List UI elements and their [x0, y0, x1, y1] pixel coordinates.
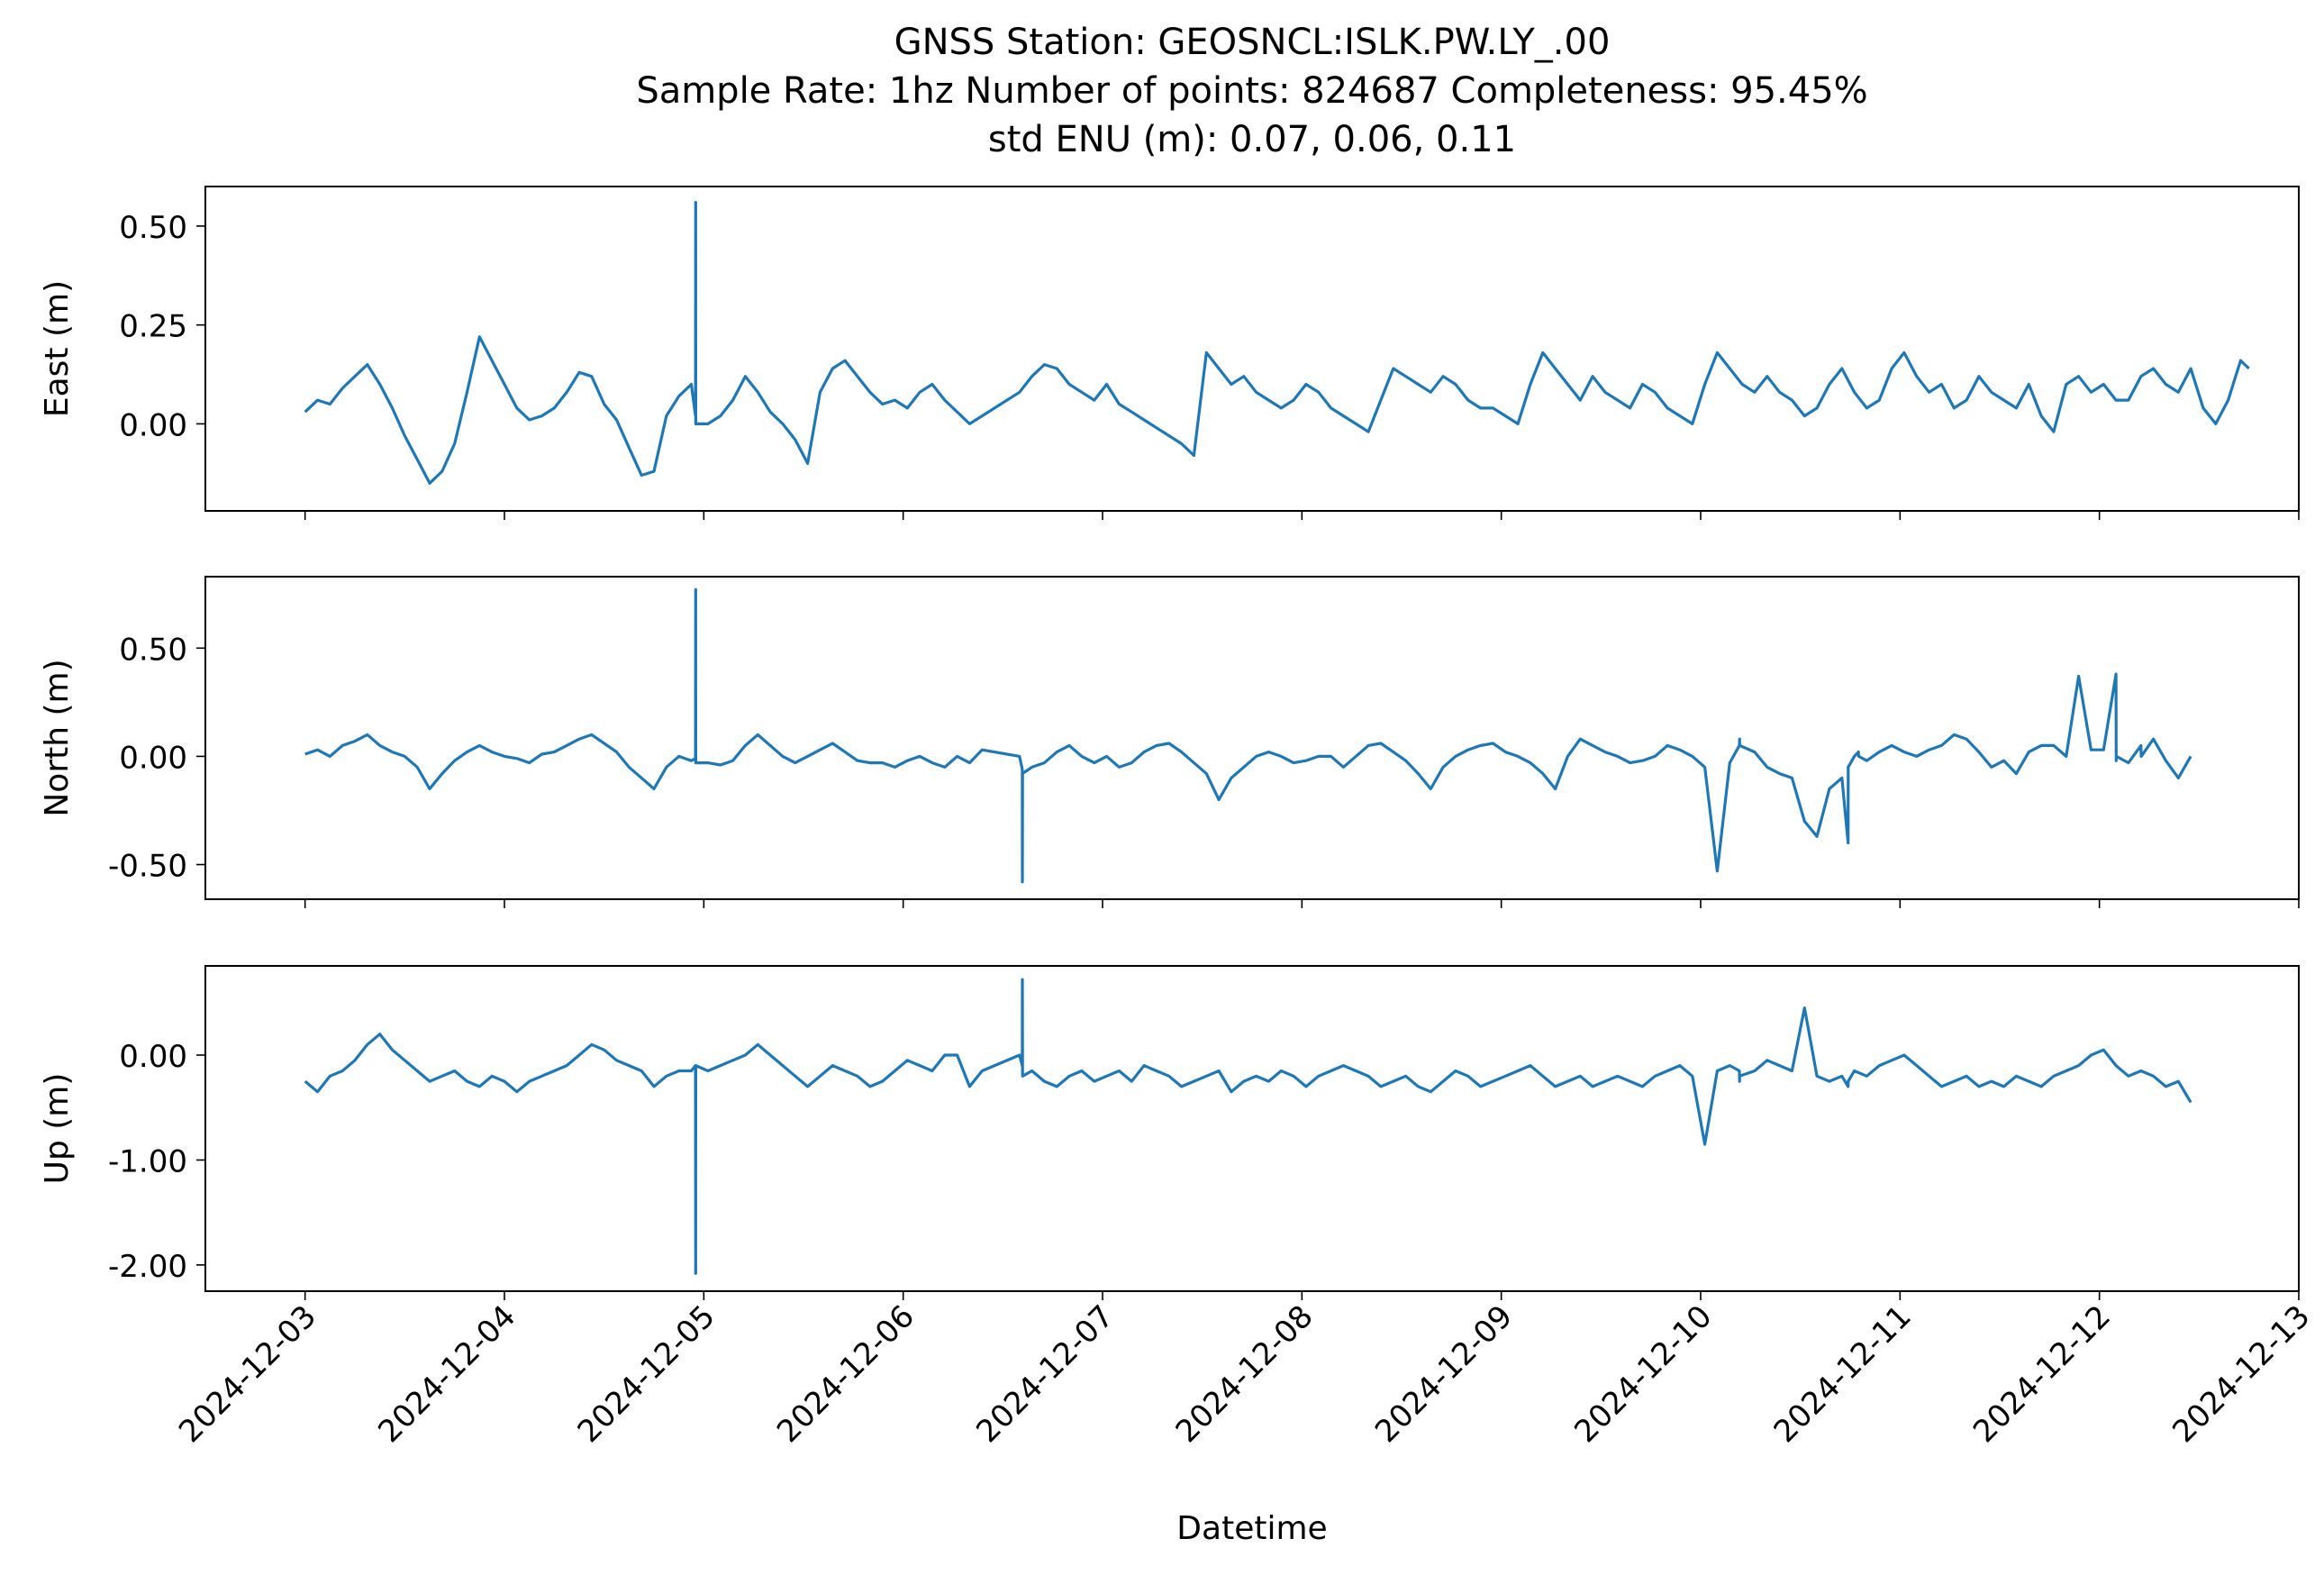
north-panel: 0.50 0.00 -0.50 North (m): [39, 576, 2300, 908]
east-y-tick-label: 0.50: [119, 210, 187, 246]
title-line-3: std ENU (m): 0.07, 0.06, 0.11: [988, 119, 1516, 160]
x-axis-label: Datetime: [1176, 1510, 1327, 1547]
east-y-tick-label: 0.25: [119, 309, 187, 345]
title-line-1: GNSS Station: GEOSNCL:ISLK.PW.LY_.00: [894, 22, 1611, 63]
north-y-tick-label: 0.00: [119, 740, 187, 776]
north-axes-frame: [204, 576, 2300, 900]
up-y-tick-label: -2.00: [108, 1249, 187, 1285]
up-axes-frame: [204, 965, 2300, 1292]
east-panel: 0.50 0.25 0.00 East (m): [39, 186, 2300, 520]
title-line-2: Sample Rate: 1hz Number of points: 82468…: [636, 70, 1867, 112]
north-y-tick-label: -0.50: [108, 849, 187, 885]
up-y-tick-label: 0.00: [119, 1039, 187, 1075]
up-panel: 0.00 -1.00 -2.00 Up (m): [39, 965, 2300, 1300]
north-y-axis-label: North (m): [39, 659, 76, 816]
east-axes-frame: [204, 186, 2300, 512]
east-y-axis-label: East (m): [39, 280, 76, 417]
up-series-line: [304, 978, 2192, 1275]
east-series-line: [304, 201, 2250, 485]
north-series-line: [304, 587, 2192, 884]
up-y-tick-label: -1.00: [108, 1143, 187, 1179]
up-y-axis-label: Up (m): [39, 1073, 76, 1185]
subplot-panels: 0.50 0.25 0.00 East (m) 0.50 0.00 -0.50 North (…: [39, 186, 2300, 1300]
east-y-tick-label: 0.00: [119, 407, 187, 443]
north-y-tick-label: 0.50: [119, 632, 187, 668]
